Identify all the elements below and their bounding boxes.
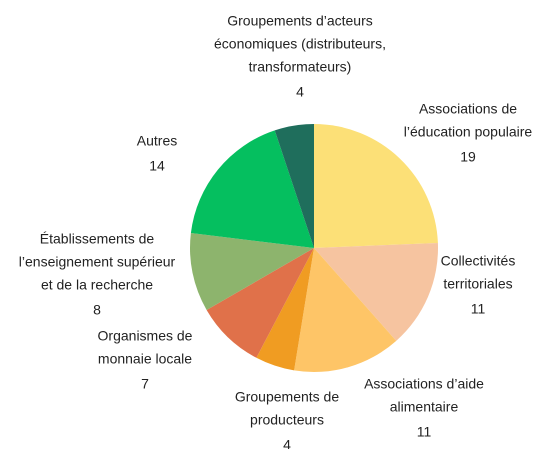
slice-value: 14 [149, 158, 165, 174]
slice-value: 11 [417, 424, 432, 440]
slice-label: Autres [137, 133, 177, 149]
slice-label: Collectivités [441, 253, 516, 269]
pie-slice [190, 233, 314, 310]
slice-label: Établissements de [40, 231, 155, 247]
slice-value: 8 [93, 302, 101, 318]
slice-label: et de la recherche [41, 277, 153, 293]
slice-label: Groupements d’acteurs [227, 13, 373, 29]
slice-value: 4 [296, 84, 304, 100]
slice-label: alimentaire [390, 399, 459, 415]
slice-value: 19 [460, 149, 476, 165]
slice-label: monnaie locale [98, 351, 192, 367]
slice-value: 11 [471, 301, 486, 317]
slice-label: Groupements de [235, 389, 339, 405]
slice-label: l’éducation populaire [404, 124, 533, 140]
pie-slice [190, 130, 314, 248]
slice-label: Associations d’aide [364, 376, 484, 392]
pie-slice [294, 248, 397, 372]
slice-label: économiques (distributeurs, [214, 36, 386, 52]
slice-label: Associations de [419, 101, 517, 117]
slice-label: transformateurs) [249, 59, 352, 75]
pie-slice [206, 248, 314, 358]
slice-value: 7 [141, 376, 149, 392]
pie-slice [274, 124, 314, 248]
slice-label: territoriales [443, 276, 512, 292]
slice-label: Organismes de [98, 328, 193, 344]
pie-slice [314, 124, 438, 248]
pie-slice [256, 248, 314, 371]
slice-label: producteurs [250, 412, 324, 428]
slice-value: 4 [283, 437, 291, 449]
slice-label: l’enseignement supérieur [19, 254, 176, 270]
pie-slice [314, 243, 438, 341]
